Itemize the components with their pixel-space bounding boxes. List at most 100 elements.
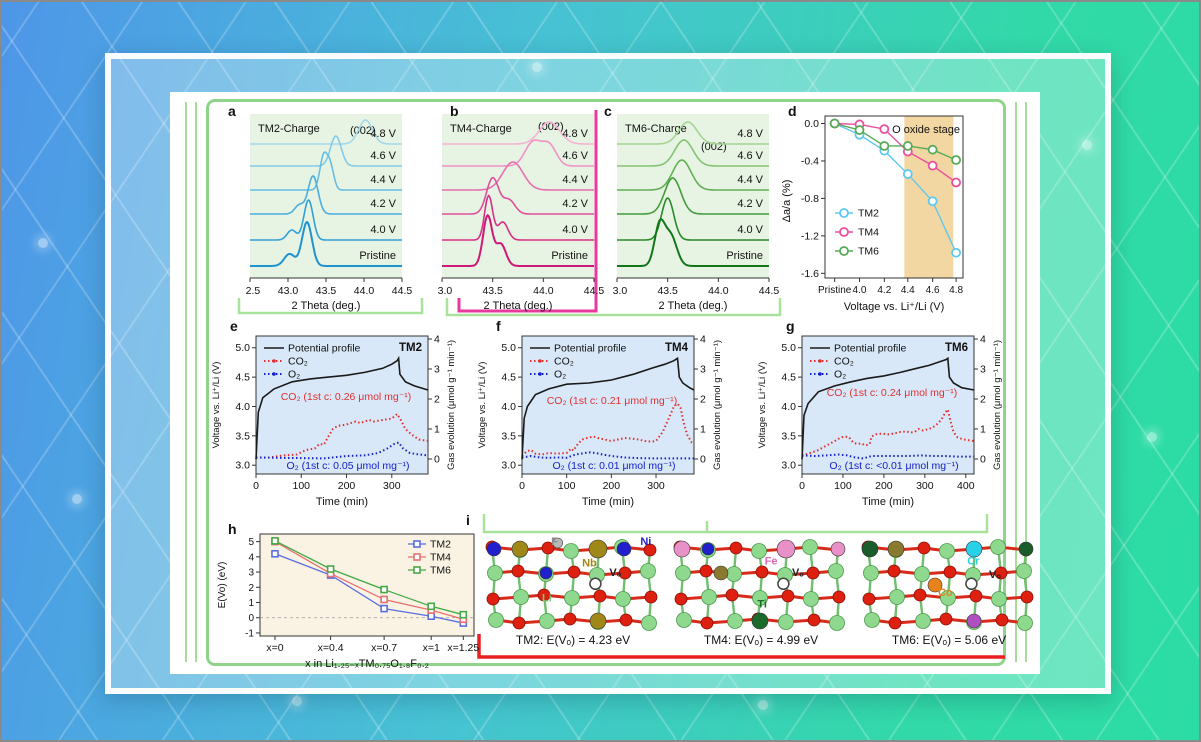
xrd-curve-label: 4.2 V [562, 198, 588, 210]
xrd-curve-4.0 V [250, 198, 402, 241]
figure-green-frame [206, 99, 1006, 666]
d-xtick: 4.4 [901, 285, 915, 296]
d-xtick: Pristine [818, 285, 852, 296]
gas-left-ytick: 4.0 [235, 401, 250, 413]
decorative-green-line-left-2 [195, 102, 197, 662]
h-ytick: -1 [245, 628, 254, 639]
special-atom [830, 541, 846, 557]
gas-xtick: 200 [338, 480, 356, 492]
xrd-curve-label: 4.0 V [562, 224, 588, 236]
h-xaxis-title: x in Li₁.₂₅₋ₓTM₀.₇₅O₁.₈F₀.₂ [305, 658, 429, 670]
gas-right-ytick: 1 [980, 424, 986, 436]
gas-sample-label: TM2 [399, 342, 422, 354]
glow-dot [1082, 140, 1092, 150]
atom-label-Nb: Nb [582, 557, 597, 569]
gas-legend-item: O₂ [554, 369, 566, 381]
gas-right-ytick: 0 [980, 454, 986, 466]
gas-left-ytick: 4.0 [501, 401, 516, 413]
xrd-curve-4.8 V [617, 121, 769, 145]
structure-tm6: Cr Vₒ Co [858, 535, 1040, 638]
gas-xtick: 300 [647, 480, 665, 492]
h-ytick: 1 [248, 598, 254, 609]
gas-left-ytick: 3.5 [781, 430, 796, 442]
xrd-curve-4.6 V [617, 139, 769, 167]
gas-legend-item: Potential profile [288, 343, 361, 355]
gas-xtick: 300 [383, 480, 401, 492]
atom-label-Vₒ: Vₒ [792, 567, 804, 579]
gas-legend-item: CO₂ [554, 356, 574, 368]
gas-sample-label: TM6 [945, 342, 968, 354]
gas-legend-item: O₂ [288, 369, 300, 381]
d-legend-TM2: TM2 [858, 208, 879, 220]
glow-dot [292, 696, 302, 706]
gas-right-axis-title: Gas evolution (μmol g⁻¹ min⁻¹) [712, 340, 723, 470]
h-xtick: x=0.4 [318, 642, 344, 654]
lattice-change-plot: 0.0 -0.4 -0.8 -1.2 -1.6 Pristine 4.0 4.2 4.4 4.6 4… [781, 115, 964, 313]
xrd-tick-label: 43.5 [316, 285, 337, 297]
structure-tm2: F Ni Nb Vₒ O Li [482, 535, 664, 638]
gas-right-ytick: 0 [434, 454, 440, 466]
gas-left-ytick: 5.0 [781, 342, 796, 354]
gas-left-ytick: 3.5 [235, 430, 250, 442]
gas-legend-item: Potential profile [554, 343, 627, 355]
gas-right-ytick: 2 [980, 394, 986, 406]
xrd-curve-4.0 V [617, 197, 769, 241]
glow-dot [1147, 432, 1157, 442]
gas-o2-note: O₂ (1st c: 0.01 μmol mg⁻¹) [552, 460, 675, 472]
panel-letter-d: d [788, 103, 797, 119]
gas-left-axis-title: Voltage vs. Li⁺/Li (V) [211, 362, 222, 449]
special-atom [713, 565, 729, 581]
xrd-curve-label: 4.6 V [737, 150, 763, 162]
xrd-tick-label: 43.0 [613, 285, 627, 297]
special-atom [1018, 541, 1034, 557]
atom-label-Fe: Fe [765, 555, 778, 567]
gas-right-ytick: 3 [434, 364, 440, 376]
gas-right-ytick: 3 [980, 364, 986, 376]
gas-xaxis-title: Time (min) [316, 496, 368, 508]
oxygen-vacancy [965, 577, 978, 591]
panel-letter-b: b [450, 103, 459, 119]
xrd-curve-label: 4.8 V [737, 128, 763, 140]
gas-xtick: 0 [799, 480, 805, 492]
gas-co2-note: CO₂ (1st c: 0.24 μmol mg⁻¹) [827, 387, 958, 399]
xrd-tick-label: 44.0 [708, 285, 729, 297]
special-atom [589, 612, 607, 630]
h-xtick: x=1.25 [447, 642, 479, 654]
xrd-plot-TM4-Charge: 43.0 43.5 44.0 44.5 2 Theta (deg.) TM4-Charge… [432, 114, 604, 312]
gas-xtick: 200 [875, 480, 893, 492]
xrd-curve-4.2 V [250, 174, 402, 215]
special-atom [552, 537, 563, 549]
panel-letter-a: a [228, 103, 236, 119]
caption-tm6: TM6: E(Vₒ) = 5.06 eV [891, 633, 1007, 647]
gas-right-ytick: 4 [434, 334, 440, 346]
xrd-tick-label: 43.0 [278, 285, 299, 297]
gas-left-ytick: 5.0 [235, 342, 250, 354]
gas-left-ytick: 4.5 [235, 372, 250, 384]
xrd-curve-label: 4.6 V [562, 150, 588, 162]
atom-label-Li: Li [542, 593, 552, 605]
gas-sample-label: TM4 [665, 342, 689, 354]
d-ytick: -0.8 [801, 193, 819, 205]
gas-right-ytick: 4 [700, 334, 706, 346]
gas-right-ytick: 2 [700, 394, 706, 406]
h-ytick: 2 [248, 583, 254, 594]
gas-right-ytick: 1 [434, 424, 440, 436]
xrd-xaxis-title: 2 Theta (deg.) [484, 300, 553, 312]
xrd-curve-label: 4.4 V [562, 174, 588, 186]
xrd-hkl-label: (002) [701, 141, 727, 153]
d-legend-TM6: TM6 [858, 246, 879, 258]
xrd-curve-label: 4.8 V [370, 128, 396, 140]
gas-xtick: 100 [292, 480, 310, 492]
h-xtick: x=1 [423, 642, 440, 654]
crystal-structure-TM4: Fe Vₒ Ti [673, 539, 846, 631]
gas-xtick: 300 [916, 480, 934, 492]
xrd-curve-Pristine [617, 218, 769, 267]
gas-right-ytick: 2 [434, 394, 440, 406]
xrd-tick-label: 44.5 [759, 285, 780, 297]
h-ytick: 3 [248, 568, 254, 579]
crystal-structure-TM6: Cr Vₒ Co [861, 539, 1034, 631]
xrd-curve-label: 4.0 V [737, 224, 763, 236]
glow-dot [38, 238, 48, 248]
special-atom [966, 613, 982, 629]
